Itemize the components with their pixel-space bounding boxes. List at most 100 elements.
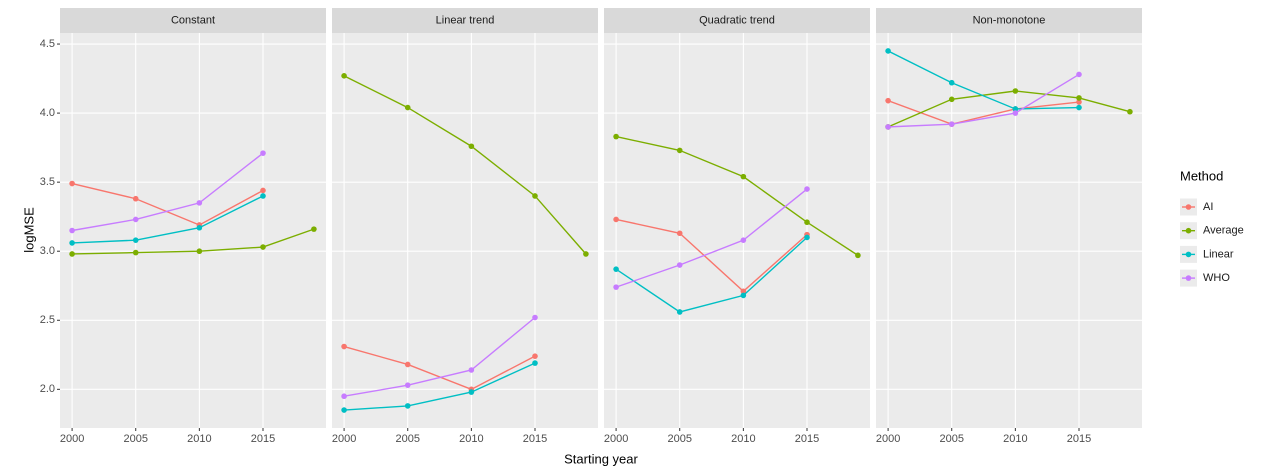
point <box>404 104 411 111</box>
point <box>1076 71 1082 78</box>
x-tick-label: 2015 <box>523 433 547 445</box>
point <box>804 234 810 241</box>
x-tick-label: 2010 <box>1003 433 1027 445</box>
series-line <box>344 362 536 411</box>
point <box>132 216 139 223</box>
point <box>532 353 538 359</box>
legend-point <box>1185 275 1192 281</box>
point <box>1012 110 1019 116</box>
point <box>740 292 747 299</box>
point <box>676 309 683 315</box>
point <box>676 262 683 268</box>
point <box>196 248 203 255</box>
point <box>1127 108 1133 115</box>
series-line <box>888 73 1080 128</box>
x-tick-label: 2015 <box>795 433 819 445</box>
x-axis-label: Starting year <box>564 451 638 466</box>
point <box>804 186 810 192</box>
point <box>404 403 411 409</box>
x-tick-label: 2000 <box>604 433 628 445</box>
x-tick-label: 2000 <box>332 433 356 445</box>
point <box>260 193 266 199</box>
point <box>1076 99 1082 105</box>
point <box>341 407 347 413</box>
point <box>885 97 891 104</box>
y-tick-label: 2.0 <box>40 383 55 395</box>
x-tick-label: 2010 <box>731 433 755 445</box>
point <box>260 187 266 194</box>
x-tick-label: 2005 <box>667 433 691 445</box>
y-tick-label: 2.5 <box>40 314 55 326</box>
x-tick-label: 2000 <box>60 433 84 445</box>
x-tick-label: 2000 <box>876 433 900 445</box>
x-tick-label: 2010 <box>459 433 483 445</box>
point <box>1012 106 1019 112</box>
point <box>740 237 747 243</box>
facet-title: Quadratic trend <box>699 14 775 26</box>
x-tick-label: 2005 <box>939 433 963 445</box>
point <box>676 147 683 154</box>
legend-point <box>1185 227 1192 234</box>
y-tick-label: 3.5 <box>40 176 55 188</box>
series-line <box>887 50 1080 110</box>
x-tick-label: 2005 <box>123 433 147 445</box>
point <box>676 230 683 237</box>
point <box>69 227 75 234</box>
series-line <box>615 188 808 288</box>
point <box>260 150 266 156</box>
point <box>948 79 955 86</box>
y-tick-label: 4.5 <box>40 38 55 50</box>
point <box>468 389 475 395</box>
panel-background <box>876 33 1142 428</box>
facet-title: Non-monotone <box>973 14 1046 26</box>
point <box>740 288 747 295</box>
point <box>855 252 861 259</box>
point <box>1012 88 1019 94</box>
x-tick-label: 2005 <box>395 433 419 445</box>
point <box>532 193 538 199</box>
point <box>1076 104 1082 111</box>
point <box>532 360 538 366</box>
strip-background <box>332 8 598 33</box>
legend-title: Method <box>1180 168 1223 183</box>
series-line <box>343 316 536 397</box>
strip-background <box>604 8 870 33</box>
x-tick-label: 2015 <box>1067 433 1091 445</box>
point <box>404 382 411 388</box>
y-tick-label: 3.0 <box>40 245 55 257</box>
x-tick-label: 2010 <box>187 433 211 445</box>
series-line <box>72 195 264 244</box>
panel-background <box>60 33 326 428</box>
strip-background <box>876 8 1142 33</box>
series-line <box>615 236 808 313</box>
point <box>404 361 411 368</box>
point <box>948 121 955 127</box>
point <box>885 48 891 54</box>
point <box>804 219 810 226</box>
legend-label: Linear <box>1203 248 1234 260</box>
legend-point <box>1185 204 1192 210</box>
panel-background <box>332 33 598 428</box>
y-tick-label: 4.0 <box>40 107 55 119</box>
legend-label: Average <box>1203 225 1244 237</box>
legend-label: AI <box>1203 201 1213 213</box>
point <box>132 237 139 243</box>
point <box>311 226 317 232</box>
panel-background <box>604 33 870 428</box>
point <box>468 367 475 373</box>
series-line <box>615 218 808 293</box>
point <box>468 143 475 150</box>
point <box>196 200 203 206</box>
point <box>69 251 75 257</box>
point <box>948 96 955 103</box>
point <box>1076 95 1082 101</box>
point <box>69 180 75 187</box>
point <box>532 314 538 321</box>
point <box>341 393 347 400</box>
legend-label: WHO <box>1203 272 1230 284</box>
point <box>132 195 139 202</box>
facet-title: Linear trend <box>436 14 495 26</box>
point <box>613 266 619 272</box>
point <box>260 244 266 250</box>
